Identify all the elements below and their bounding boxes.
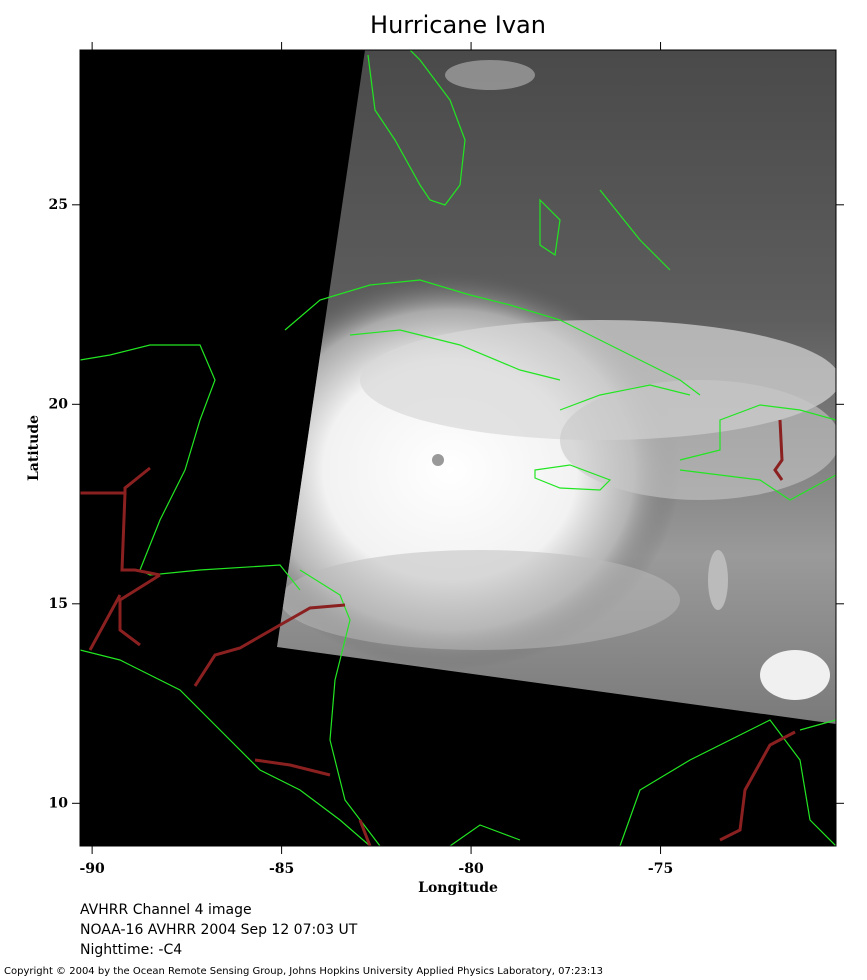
map-title: Hurricane Ivan	[370, 11, 546, 39]
x-tick-label: -75	[648, 861, 673, 877]
y-tick-label: 10	[49, 795, 69, 811]
satellite-image	[80, 50, 836, 846]
x-tick-label: -80	[458, 861, 484, 877]
x-tick-label: -90	[79, 861, 105, 877]
caption-line: Nighttime: -C4	[80, 942, 182, 958]
caption-line: AVHRR Channel 4 image	[80, 902, 252, 918]
y-tick-label: 15	[49, 596, 68, 612]
copyright: Copyright © 2004 by the Ocean Remote Sen…	[4, 966, 603, 977]
plot-frame	[79, 49, 837, 847]
y-tick-label: 20	[49, 396, 69, 412]
x-axis-label: Longitude	[418, 880, 498, 896]
y-tick-label: 25	[49, 197, 68, 213]
caption-line: NOAA-16 AVHRR 2004 Sep 12 07:03 UT	[80, 922, 358, 938]
y-axis-label: Latitude	[26, 415, 42, 481]
x-tick-label: -85	[269, 861, 294, 877]
